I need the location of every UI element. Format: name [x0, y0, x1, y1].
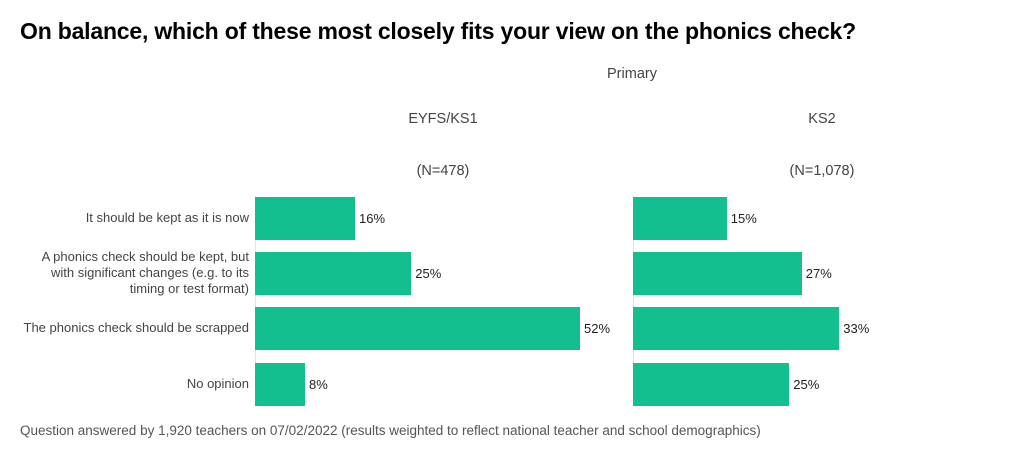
bar-value-label: 25%: [415, 265, 442, 281]
category-label-line: No opinion: [186, 376, 249, 391]
panel-sample-size: (N=478): [416, 163, 470, 179]
bar-value-label: 15%: [730, 210, 757, 226]
panel-header: KS2: [808, 111, 836, 127]
panel-baseline: [633, 196, 634, 406]
chart-footnote: Question answered by 1,920 teachers on 0…: [20, 423, 761, 438]
bar: [255, 306, 580, 350]
bar: [255, 196, 355, 240]
category-label: A phonics check should be kept, but with …: [0, 249, 249, 297]
bar-value-label: 16%: [359, 210, 386, 226]
bar: [633, 306, 840, 350]
bar-value-label: 27%: [805, 265, 832, 281]
bar: [633, 196, 727, 240]
panel-sample-size: (N=1,078): [789, 163, 855, 179]
category-label: No opinion: [0, 376, 249, 392]
category-label: It should be kept as it is now: [0, 210, 249, 226]
category-label: The phonics check should be scrapped: [0, 320, 249, 336]
category-label-line: A phonics check should be kept, but: [41, 249, 249, 264]
panel-baseline: [255, 196, 256, 406]
category-label-line: with significant changes (e.g. to its: [51, 265, 249, 280]
bar: [255, 251, 412, 295]
category-label-line: The phonics check should be scrapped: [23, 320, 249, 335]
bar-value-label: 8%: [309, 376, 328, 392]
group-header-primary: Primary: [607, 66, 657, 82]
category-label-line: timing or test format): [129, 281, 249, 296]
bar-value-label: 33%: [843, 320, 870, 336]
chart-title: On balance, which of these most closely …: [20, 18, 857, 44]
bar: [633, 251, 802, 295]
bar-value-label: 52%: [584, 320, 611, 336]
bar: [633, 362, 790, 406]
bar: [255, 362, 305, 406]
category-label-line: It should be kept as it is now: [85, 210, 249, 225]
bar-value-label: 25%: [793, 376, 820, 392]
panel-header: EYFS/KS1: [408, 111, 478, 127]
